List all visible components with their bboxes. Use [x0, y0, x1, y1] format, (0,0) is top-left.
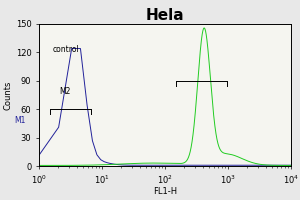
- Title: Hela: Hela: [146, 8, 184, 23]
- Text: M2: M2: [59, 87, 70, 96]
- Text: control: control: [53, 45, 80, 54]
- Text: M1: M1: [14, 116, 26, 125]
- X-axis label: FL1-H: FL1-H: [153, 187, 177, 196]
- Y-axis label: Counts: Counts: [4, 80, 13, 110]
